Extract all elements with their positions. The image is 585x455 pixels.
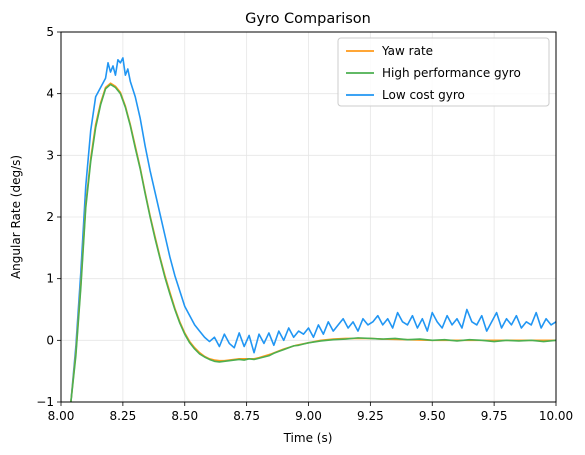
y-tick-label: 4 xyxy=(46,87,54,101)
y-tick-label: 1 xyxy=(46,272,54,286)
y-tick-label: −1 xyxy=(36,395,54,409)
x-tick-label: 9.50 xyxy=(419,409,446,423)
series-line-yaw-rate xyxy=(70,82,556,402)
y-tick-label: 5 xyxy=(46,25,54,39)
x-tick-label: 9.00 xyxy=(295,409,322,423)
legend-box xyxy=(337,37,550,107)
y-tick-label: 0 xyxy=(46,333,54,347)
y-tick-label: 3 xyxy=(46,148,54,162)
series-line-high-performance-gyro xyxy=(70,83,556,402)
legend-label: High performance gyro xyxy=(382,66,521,80)
x-tick-label: 10.00 xyxy=(539,409,573,423)
x-tick-label: 8.25 xyxy=(110,409,137,423)
series-layer xyxy=(70,57,556,402)
x-tick-label: 9.75 xyxy=(481,409,508,423)
y-tick-label: 2 xyxy=(46,210,54,224)
x-tick-label: 8.75 xyxy=(233,409,260,423)
chart-title: Gyro Comparison xyxy=(245,11,371,27)
x-axis-label: Time (s) xyxy=(283,431,333,445)
legend-label: Low cost gyro xyxy=(382,88,465,102)
x-axis-ticks: 8.00 8.25 8.50 8.75 9.00 9.25 9.50 9.75 10.00 xyxy=(48,402,573,423)
y-axis-ticks: −1 0 1 2 3 4 5 xyxy=(36,25,61,409)
x-tick-label: 8.50 xyxy=(171,409,198,423)
legend-label: Yaw rate xyxy=(381,44,433,58)
x-tick-label: 9.25 xyxy=(357,409,384,423)
y-axis-label: Angular Rate (deg/s) xyxy=(9,155,23,279)
legend: Yaw rate High performance gyro Low cost gy… xyxy=(337,37,550,107)
x-tick-label: 8.00 xyxy=(48,409,75,423)
series-line-low-cost-gyro xyxy=(70,57,556,402)
